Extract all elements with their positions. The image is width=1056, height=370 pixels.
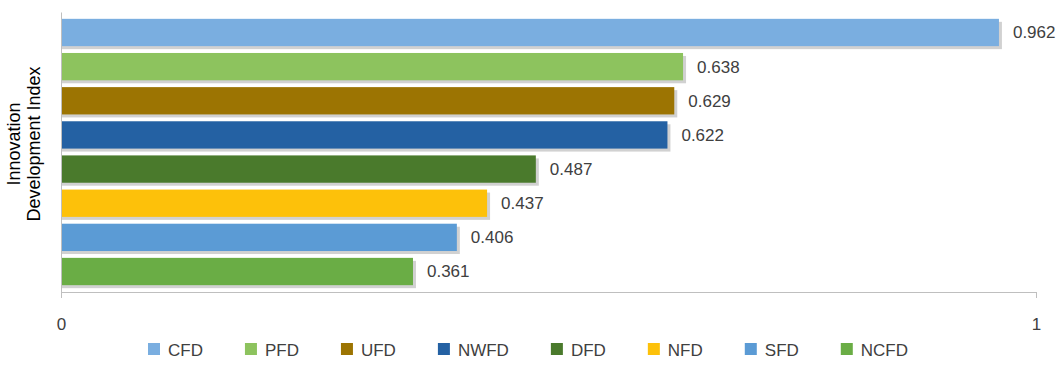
legend: CFD PFD UFD NWFD DFD NFD SFD NCFD bbox=[148, 341, 908, 360]
legend-label: NCFD bbox=[861, 341, 908, 360]
y-axis-title: InnovationDevelopment Index bbox=[4, 66, 44, 221]
data-label: 0.406 bbox=[471, 228, 514, 247]
legend-swatch bbox=[745, 343, 757, 355]
data-labels: 0.962 0.638 0.629 0.622 0.487 0.437 0.4060.361 bbox=[427, 23, 1056, 281]
chart: 0.962 0.638 0.629 0.622 0.487 0.437 0.4060.361… bbox=[0, 0, 1056, 370]
data-label: 0.437 bbox=[501, 194, 544, 213]
bar bbox=[61, 87, 674, 114]
y-axis-title-line: Development Index bbox=[24, 66, 44, 221]
legend-label: NWFD bbox=[458, 341, 509, 360]
legend-item: NWFD bbox=[438, 341, 509, 360]
legend-swatch bbox=[551, 343, 563, 355]
legend-item: UFD bbox=[341, 341, 396, 360]
bar bbox=[61, 224, 457, 251]
data-label: 0.487 bbox=[550, 160, 593, 179]
legend-label: NFD bbox=[668, 341, 703, 360]
legend-swatch bbox=[841, 343, 853, 355]
legend-item: SFD bbox=[745, 341, 799, 360]
legend-item: PFD bbox=[245, 341, 299, 360]
bar bbox=[61, 190, 487, 217]
y-axis bbox=[61, 13, 62, 293]
legend-item: NFD bbox=[648, 341, 703, 360]
x-axis: 01 bbox=[57, 292, 1041, 334]
legend-label: CFD bbox=[168, 341, 203, 360]
legend-swatch bbox=[245, 343, 257, 355]
x-tick-mark bbox=[61, 292, 62, 298]
legend-item: NCFD bbox=[841, 341, 908, 360]
x-tick-label: 0 bbox=[57, 315, 66, 334]
data-label: 0.638 bbox=[697, 58, 740, 77]
bar bbox=[61, 155, 536, 182]
data-label: 0.361 bbox=[427, 262, 470, 281]
data-label: 0.622 bbox=[681, 126, 724, 145]
x-tick-label: 1 bbox=[1032, 315, 1041, 334]
legend-label: PFD bbox=[265, 341, 299, 360]
legend-item: CFD bbox=[148, 341, 203, 360]
x-tick-mark bbox=[1036, 292, 1037, 298]
bar bbox=[61, 258, 413, 285]
legend-swatch bbox=[438, 343, 450, 355]
data-label: 0.629 bbox=[688, 92, 731, 111]
legend-item: DFD bbox=[551, 341, 606, 360]
x-axis-line bbox=[62, 293, 1037, 299]
legend-swatch bbox=[148, 343, 160, 355]
x-tick: 1 bbox=[1032, 292, 1041, 334]
legend-swatch bbox=[341, 343, 353, 355]
x-tick: 0 bbox=[57, 292, 66, 334]
bar bbox=[61, 53, 683, 80]
bar bbox=[61, 19, 999, 46]
data-label: 0.962 bbox=[1013, 23, 1056, 42]
bars bbox=[61, 19, 1002, 288]
legend-swatch bbox=[648, 343, 660, 355]
bar bbox=[61, 121, 667, 148]
y-axis-title-line: Innovation bbox=[4, 102, 24, 185]
legend-label: SFD bbox=[765, 341, 799, 360]
y-axis-line bbox=[61, 13, 62, 293]
legend-label: UFD bbox=[361, 341, 396, 360]
legend-label: DFD bbox=[571, 341, 606, 360]
